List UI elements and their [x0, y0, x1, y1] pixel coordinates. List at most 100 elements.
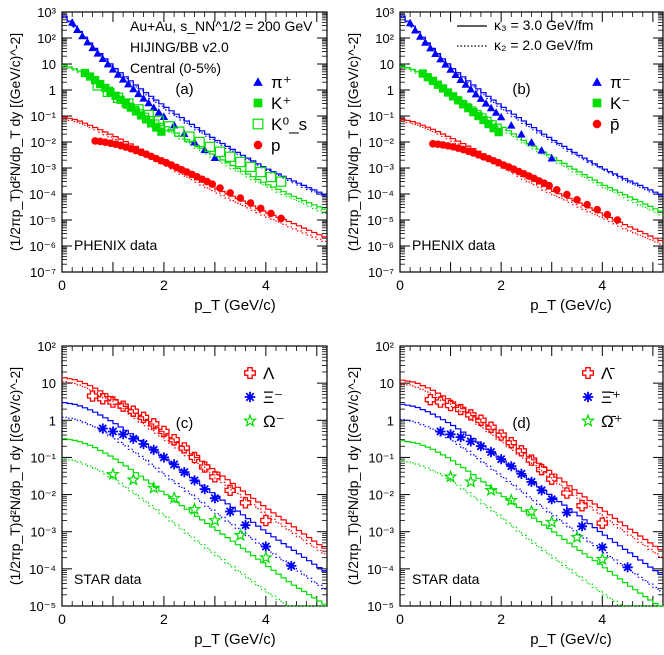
data-point — [506, 461, 517, 472]
data-point — [149, 103, 158, 111]
data-point — [418, 69, 427, 78]
x-tick-label: 2 — [160, 277, 168, 293]
data-point — [544, 514, 559, 529]
data-point — [260, 514, 272, 527]
data-point — [424, 393, 437, 406]
data-point — [479, 115, 488, 125]
data-source-label: PHENIX data — [74, 237, 157, 253]
legend-marker — [244, 367, 256, 379]
data-point — [494, 127, 503, 137]
data-point — [443, 88, 453, 97]
legend-label: K⁺ — [271, 94, 291, 113]
data-point — [553, 186, 561, 194]
data-point — [258, 550, 273, 564]
panel-a: 10³ 10² 10 1 10⁻¹ 10⁻² 10⁻³ 10⁻⁴ 10⁻⁵ 10⁻⁶ 10⁻⁷0 2 4… — [7, 5, 328, 314]
data-point — [127, 405, 140, 417]
data-point — [146, 480, 161, 494]
data-point — [466, 84, 476, 93]
y-tick-label: 10⁻⁴ — [29, 187, 56, 202]
legend-marker — [592, 98, 602, 108]
data-point — [103, 59, 113, 68]
data-point — [106, 87, 115, 96]
data-point — [563, 190, 571, 199]
y-tick-label: 10⁻⁴ — [29, 562, 56, 577]
data-point — [546, 494, 557, 505]
legend-label: Λ — [263, 364, 275, 383]
y-tick-label: 10² — [375, 31, 394, 46]
data-point — [239, 497, 252, 509]
x-tick-label: 4 — [262, 611, 270, 627]
data-point — [433, 80, 443, 89]
data-point — [277, 214, 285, 223]
y-tick-label: 10⁻⁴ — [367, 187, 394, 202]
data-point — [123, 98, 134, 109]
data-point — [436, 54, 445, 63]
series-green-star-open — [106, 467, 273, 564]
x-axis-title: p_T (GeV/c) — [530, 297, 611, 314]
y-tick-label: 10⁻⁷ — [368, 265, 394, 280]
data-point — [148, 444, 159, 455]
data-point — [113, 70, 123, 78]
y-tick-label: 10⁻⁴ — [367, 562, 394, 577]
y-axis-title: (1/2πp_T)d²N/dp_T dy [(GeV/c)^-2] — [7, 33, 23, 251]
data-point — [236, 194, 245, 202]
data-point — [465, 409, 477, 421]
data-point — [613, 216, 622, 224]
data-point — [67, 18, 77, 26]
series-green-square — [418, 69, 503, 137]
legend-label: p̄ — [610, 115, 619, 134]
data-point — [454, 403, 467, 416]
model-curve-green-dotted — [400, 460, 663, 607]
data-point — [451, 70, 460, 78]
data-point — [101, 83, 110, 93]
data-point — [194, 136, 205, 148]
model-curve-green-dotted — [62, 458, 327, 607]
model-curve-red-solid — [62, 377, 327, 549]
data-point — [126, 472, 141, 486]
data-point — [111, 91, 120, 100]
panel-label: (b) — [512, 81, 530, 98]
data-point — [507, 121, 516, 129]
x-axis-title: p_T (GeV/c) — [194, 631, 275, 648]
y-axis-title: (1/2πp_T)d²N/dp_T dy [(GeV/c)^-2] — [345, 33, 361, 251]
data-point — [576, 500, 588, 512]
data-point — [235, 156, 246, 168]
legend-marker — [253, 98, 263, 108]
data-point — [255, 166, 266, 178]
y-tick-label: 10² — [375, 339, 394, 354]
y-tick-label: 10 — [42, 376, 56, 391]
data-point — [92, 80, 103, 91]
y-tick-label: 10 — [380, 57, 394, 72]
y-tick-label: 10⁻⁵ — [367, 599, 394, 614]
data-point — [573, 195, 581, 204]
data-point — [455, 432, 466, 443]
data-point — [83, 37, 92, 46]
data-point — [463, 474, 478, 488]
data-point — [445, 429, 456, 440]
model-curve-blue-dotted — [400, 418, 663, 592]
y-tick-label: 10⁻² — [30, 135, 56, 150]
data-point — [426, 43, 435, 52]
data-point — [545, 181, 553, 190]
data-point — [80, 68, 90, 78]
data-point — [179, 467, 190, 478]
legend-marker — [592, 77, 602, 86]
legend-marker — [244, 391, 256, 403]
data-point — [416, 32, 425, 40]
data-point — [143, 109, 154, 121]
data-point — [102, 86, 114, 98]
data-point — [107, 396, 119, 408]
y-tick-label: 10 — [42, 57, 56, 72]
data-point — [421, 38, 430, 46]
data-point — [88, 43, 97, 52]
data-point — [476, 94, 486, 102]
data-point — [118, 429, 129, 440]
y-tick-label: 10⁻¹ — [30, 450, 56, 465]
data-point — [147, 119, 156, 128]
data-point — [226, 189, 234, 197]
data-point — [240, 520, 251, 531]
legend-label: K⁻ — [610, 94, 630, 113]
series-red-cross-open — [424, 393, 609, 529]
legend-label: Ξ⁻ — [263, 388, 283, 407]
data-point — [256, 204, 265, 213]
